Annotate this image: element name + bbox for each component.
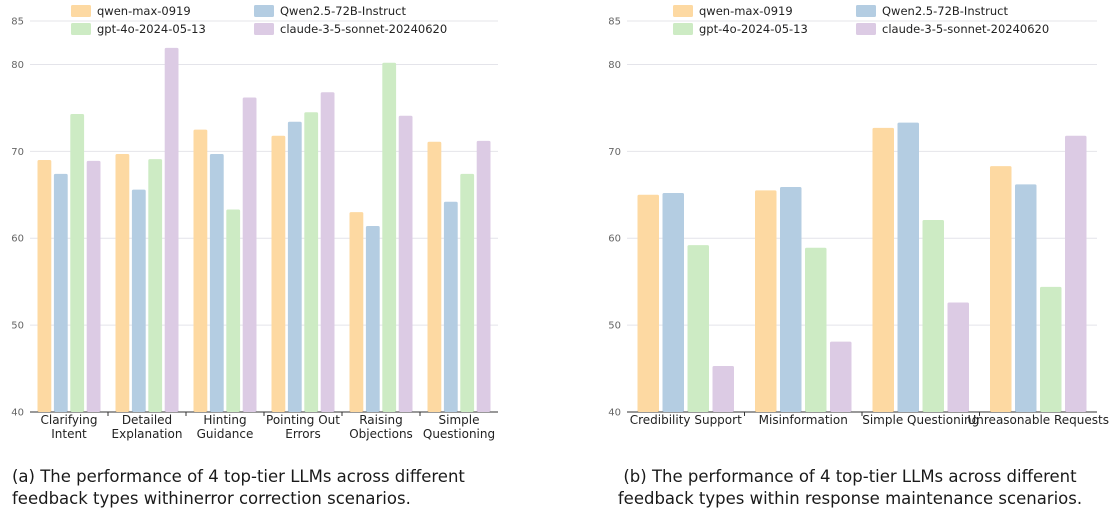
legend-item-gpt-4o-2024-05-13: gpt-4o-2024-05-13 bbox=[673, 22, 808, 36]
x-tick-label: Clarifying Intent bbox=[40, 413, 97, 441]
y-tick-label: 70 bbox=[11, 147, 24, 158]
x-tick-label: Simple Questioning bbox=[423, 413, 495, 441]
x-tick-label: Detailed Explanation bbox=[112, 413, 183, 441]
bar-claude-3-5-sonnet-20240620-raising-objections bbox=[398, 115, 413, 412]
legend-label: claude-3-5-sonnet-20240620 bbox=[280, 22, 447, 36]
bar-claude-3-5-sonnet-20240620-unreasonable-requests bbox=[1065, 135, 1087, 412]
bar-qwen-max-0919-raising-objections bbox=[349, 212, 364, 412]
bar-qwen2-5-72b-instruct-credibility-support bbox=[662, 193, 684, 412]
x-tick-label: Simple Questioning bbox=[862, 413, 979, 427]
legend-swatch bbox=[673, 23, 693, 35]
legend-swatch bbox=[673, 5, 693, 17]
legend-label: gpt-4o-2024-05-13 bbox=[97, 22, 206, 36]
legend-item-gpt-4o-2024-05-13: gpt-4o-2024-05-13 bbox=[71, 22, 206, 36]
legend-item-qwen2-5-72b-instruct: Qwen2.5-72B-Instruct bbox=[254, 4, 406, 18]
legend-swatch bbox=[254, 23, 274, 35]
bar-qwen2-5-72b-instruct-hinting-guidance bbox=[209, 153, 224, 412]
chart-a-error-correction: 40 50 60 70 80 85 Clarifying Intent Detailed Expl… bbox=[11, 4, 498, 441]
x-tick-label: Credibility Support bbox=[630, 413, 742, 427]
bar-claude-3-5-sonnet-20240620-hinting-guidance bbox=[242, 97, 257, 412]
y-tick-label: 80 bbox=[11, 60, 24, 71]
bar-qwen2-5-72b-instruct-unreasonable-requests bbox=[1015, 184, 1037, 412]
legend-label: claude-3-5-sonnet-20240620 bbox=[882, 22, 1049, 36]
y-tick-label: 40 bbox=[608, 408, 621, 419]
caption-b-line-2: feedback types within response maintenan… bbox=[617, 489, 1083, 508]
bar-gpt-4o-2024-05-13-hinting-guidance bbox=[226, 209, 241, 412]
bar-qwen-max-0919-clarifying-intent bbox=[37, 160, 52, 412]
bar-qwen-max-0919-misinformation bbox=[755, 190, 777, 412]
x-tick-label: Hinting Guidance bbox=[197, 413, 254, 441]
bar-qwen2-5-72b-instruct-raising-objections bbox=[365, 226, 380, 412]
bar-claude-3-5-sonnet-20240620-detailed-explanation bbox=[164, 47, 179, 413]
legend-item-qwen2-5-72b-instruct: Qwen2.5-72B-Instruct bbox=[856, 4, 1008, 18]
legend-label: gpt-4o-2024-05-13 bbox=[699, 22, 808, 36]
bar-gpt-4o-2024-05-13-simple-questioning bbox=[922, 219, 944, 412]
legend-label: Qwen2.5-72B-Instruct bbox=[280, 4, 406, 18]
bar-qwen2-5-72b-instruct-pointing-out-errors bbox=[287, 121, 302, 413]
caption-b: (b) The performance of 4 top-tier LLMs a… bbox=[590, 466, 1110, 510]
caption-a-line-2: feedback types withinerror correction sc… bbox=[12, 489, 411, 508]
y-tick-label: 80 bbox=[608, 60, 621, 71]
bar-claude-3-5-sonnet-20240620-simple-questioning bbox=[476, 140, 491, 412]
legend-swatch bbox=[856, 23, 876, 35]
caption-b-line-1: (b) The performance of 4 top-tier LLMs a… bbox=[623, 467, 1077, 486]
legend-label: Qwen2.5-72B-Instruct bbox=[882, 4, 1008, 18]
legend-label: qwen-max-0919 bbox=[699, 4, 793, 18]
bar-gpt-4o-2024-05-13-misinformation bbox=[805, 247, 827, 412]
bar-gpt-4o-2024-05-13-raising-objections bbox=[382, 62, 397, 412]
bar-qwen-max-0919-simple-questioning bbox=[872, 127, 894, 412]
bar-gpt-4o-2024-05-13-credibility-support bbox=[687, 245, 709, 412]
bar-claude-3-5-sonnet-20240620-clarifying-intent bbox=[86, 160, 101, 412]
bar-qwen-max-0919-unreasonable-requests bbox=[990, 166, 1012, 412]
bar-qwen-max-0919-pointing-out-errors bbox=[271, 135, 286, 412]
bar-qwen2-5-72b-instruct-detailed-explanation bbox=[131, 189, 146, 412]
bar-qwen-max-0919-hinting-guidance bbox=[193, 129, 208, 412]
bar-claude-3-5-sonnet-20240620-simple-questioning bbox=[947, 302, 969, 412]
bar-qwen-max-0919-credibility-support bbox=[637, 194, 659, 412]
legend-item-qwen-max-0919: qwen-max-0919 bbox=[673, 4, 793, 18]
caption-a: (a) The performance of 4 top-tier LLMs a… bbox=[12, 466, 532, 510]
bar-gpt-4o-2024-05-13-pointing-out-errors bbox=[304, 112, 319, 412]
bar-qwen-max-0919-detailed-explanation bbox=[115, 153, 130, 412]
x-tick-label: Pointing Out Errors bbox=[266, 413, 340, 441]
y-tick-label: 40 bbox=[11, 408, 24, 419]
legend-item-claude-3-5-sonnet-20240620: claude-3-5-sonnet-20240620 bbox=[856, 22, 1049, 36]
bar-qwen2-5-72b-instruct-simple-questioning bbox=[443, 201, 458, 412]
legend-item-qwen-max-0919: qwen-max-0919 bbox=[71, 4, 191, 18]
bar-qwen2-5-72b-instruct-misinformation bbox=[780, 186, 802, 412]
y-tick-label: 50 bbox=[608, 321, 621, 332]
y-tick-label: 85 bbox=[608, 17, 621, 28]
y-tick-label: 50 bbox=[11, 321, 24, 332]
y-tick-label: 60 bbox=[11, 234, 24, 245]
bar-gpt-4o-2024-05-13-detailed-explanation bbox=[148, 159, 163, 412]
legend-swatch bbox=[254, 5, 274, 17]
x-tick-label: Raising Objections bbox=[349, 413, 413, 441]
legend-label: qwen-max-0919 bbox=[97, 4, 191, 18]
legend-swatch bbox=[71, 23, 91, 35]
legend-swatch bbox=[856, 5, 876, 17]
bar-gpt-4o-2024-05-13-unreasonable-requests bbox=[1040, 286, 1062, 412]
bar-qwen2-5-72b-instruct-clarifying-intent bbox=[53, 173, 68, 412]
legend-item-claude-3-5-sonnet-20240620: claude-3-5-sonnet-20240620 bbox=[254, 22, 447, 36]
legend-swatch bbox=[71, 5, 91, 17]
x-tick-label: Unreasonable Requests bbox=[968, 413, 1110, 427]
bar-claude-3-5-sonnet-20240620-pointing-out-errors bbox=[320, 92, 335, 412]
bar-claude-3-5-sonnet-20240620-misinformation bbox=[830, 341, 852, 412]
bar-qwen2-5-72b-instruct-simple-questioning bbox=[897, 122, 919, 412]
x-tick-label: Misinformation bbox=[759, 413, 848, 427]
y-tick-label: 85 bbox=[11, 17, 24, 28]
y-tick-label: 60 bbox=[608, 234, 621, 245]
bar-gpt-4o-2024-05-13-clarifying-intent bbox=[70, 113, 85, 413]
bar-gpt-4o-2024-05-13-simple-questioning bbox=[460, 173, 475, 412]
y-tick-label: 70 bbox=[608, 147, 621, 158]
chart-b-response-maintenance: 40 50 60 70 80 85 Credibility Support Misinform… bbox=[608, 4, 1109, 427]
bar-claude-3-5-sonnet-20240620-credibility-support bbox=[712, 365, 734, 412]
caption-a-line-1: (a) The performance of 4 top-tier LLMs a… bbox=[12, 467, 465, 486]
bar-qwen-max-0919-simple-questioning bbox=[427, 141, 442, 412]
